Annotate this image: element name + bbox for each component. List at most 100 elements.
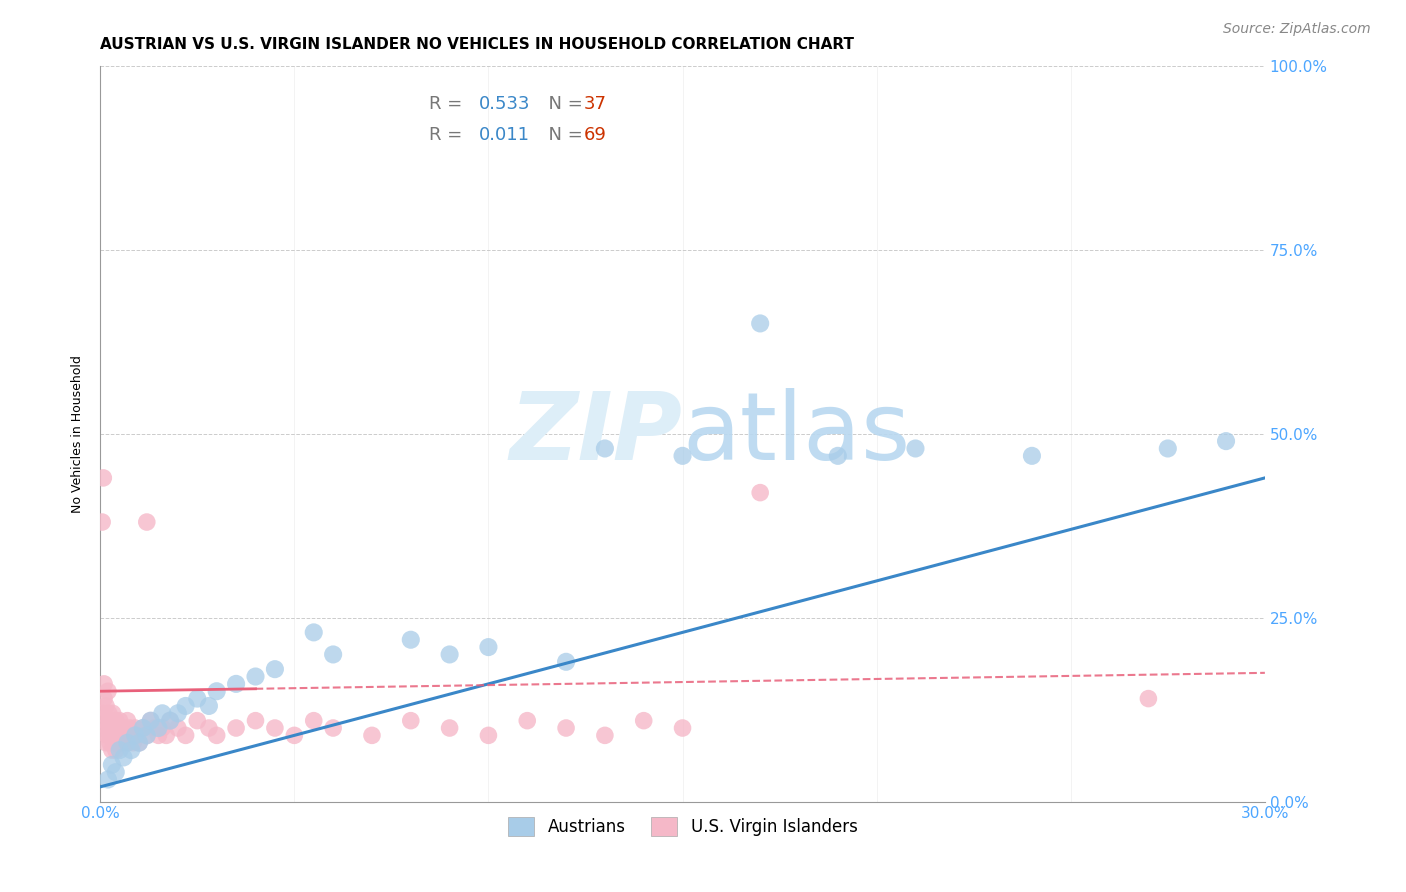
Point (555, 721, 578, 735)
Point (93, 691, 115, 706)
Text: 37: 37 (583, 95, 606, 112)
Point (124, 721, 146, 735)
Text: 0.533: 0.533 (478, 95, 530, 112)
Point (120, 743, 142, 757)
Point (205, 684, 228, 698)
Point (174, 728, 197, 742)
Point (101, 757, 124, 772)
Point (135, 515, 157, 529)
Point (132, 721, 155, 735)
Point (225, 677, 247, 691)
Point (139, 714, 162, 728)
Point (91, 471, 114, 485)
Point (322, 648, 344, 662)
Point (477, 640, 499, 654)
Point (1215, 434, 1237, 449)
Point (97, 721, 120, 735)
Text: atlas: atlas (682, 388, 911, 480)
Point (166, 721, 188, 735)
Point (555, 655, 578, 669)
Point (104, 714, 127, 728)
Point (174, 698, 197, 713)
Point (97, 772, 120, 787)
Point (283, 728, 305, 742)
Point (98, 736, 121, 750)
Text: 0.011: 0.011 (478, 126, 530, 144)
Point (104, 765, 127, 780)
Point (302, 714, 325, 728)
Point (399, 632, 422, 647)
Point (94, 714, 117, 728)
Point (117, 736, 139, 750)
Point (1137, 691, 1160, 706)
Point (124, 728, 146, 742)
Point (264, 662, 287, 676)
Text: R =: R = (429, 95, 468, 112)
Point (264, 721, 287, 735)
Point (150, 706, 173, 721)
Point (205, 728, 228, 742)
Point (122, 736, 145, 750)
Point (671, 721, 693, 735)
Point (94, 698, 117, 713)
Point (93, 677, 115, 691)
Point (166, 706, 188, 721)
Point (118, 721, 141, 735)
Point (439, 721, 461, 735)
Point (105, 736, 128, 750)
Point (117, 714, 139, 728)
Text: ZIP: ZIP (509, 388, 682, 480)
Legend: Austrians, U.S. Virgin Islanders: Austrians, U.S. Virgin Islanders (499, 809, 866, 845)
Y-axis label: No Vehicles in Household: No Vehicles in Household (72, 355, 84, 513)
Point (91, 721, 114, 735)
Point (97, 684, 120, 698)
Point (593, 728, 616, 742)
Point (150, 721, 173, 735)
Point (198, 698, 221, 713)
Point (827, 449, 849, 463)
Point (477, 728, 499, 742)
Point (104, 728, 127, 742)
Point (91, 515, 114, 529)
Point (108, 743, 131, 757)
Point (98, 714, 121, 728)
Point (97, 706, 120, 721)
Point (112, 750, 135, 764)
Point (904, 442, 927, 456)
Point (91, 706, 114, 721)
Point (245, 714, 267, 728)
Text: N =: N = (537, 95, 589, 112)
Point (671, 449, 693, 463)
Point (159, 714, 181, 728)
Point (1021, 449, 1043, 463)
Point (112, 721, 135, 735)
Point (114, 728, 136, 742)
Point (112, 736, 135, 750)
Point (322, 721, 344, 735)
Point (186, 691, 208, 706)
Point (110, 728, 132, 742)
Point (361, 728, 384, 742)
Point (135, 728, 157, 742)
Point (100, 728, 122, 742)
Point (749, 317, 772, 331)
Point (128, 736, 150, 750)
Text: Source: ZipAtlas.com: Source: ZipAtlas.com (1223, 22, 1371, 37)
Point (101, 721, 124, 735)
Point (139, 714, 162, 728)
Text: N =: N = (537, 126, 589, 144)
Point (225, 721, 247, 735)
Point (749, 485, 772, 500)
Point (159, 714, 181, 728)
Point (633, 714, 655, 728)
Point (1157, 442, 1180, 456)
Point (155, 728, 177, 742)
Point (128, 736, 150, 750)
Point (96, 728, 118, 742)
Point (120, 728, 142, 742)
Point (103, 721, 125, 735)
Point (108, 714, 131, 728)
Point (104, 743, 127, 757)
Point (107, 728, 129, 742)
Text: 69: 69 (583, 126, 606, 144)
